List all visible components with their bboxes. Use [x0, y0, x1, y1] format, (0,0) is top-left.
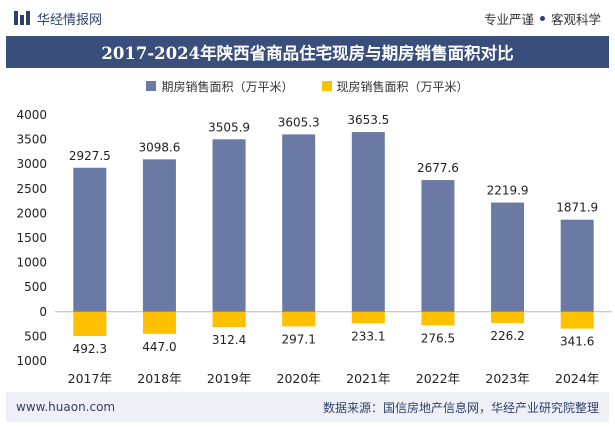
- y-tick-label: 2000: [16, 206, 47, 220]
- legend-item-presale[interactable]: 期房销售面积（万平米）: [146, 76, 294, 96]
- top-bar: 华经情报网 专业严谨 客观科学: [0, 0, 615, 36]
- y-tick-label: 3000: [16, 157, 47, 171]
- data-label-presale: 2927.5: [69, 149, 111, 163]
- slogan-left: 专业严谨: [483, 11, 534, 27]
- x-tick-label: 2020年: [277, 371, 321, 386]
- data-label-existing: 297.1: [282, 332, 316, 346]
- data-label-existing: 492.3: [73, 342, 107, 356]
- y-tick-label: 500: [24, 280, 47, 294]
- y-tick-label: 4000: [16, 108, 47, 122]
- data-label-presale: 1871.9: [556, 201, 598, 215]
- legend-label-existing: 现房销售面积（万平米）: [336, 79, 469, 94]
- bar-presale: [351, 132, 385, 312]
- data-label-presale: 3653.5: [347, 113, 389, 127]
- slogan-right: 客观科学: [550, 11, 601, 27]
- y-tick-label: 2500: [16, 182, 47, 196]
- legend-swatch-existing: [321, 81, 332, 91]
- bar-existing: [351, 311, 385, 324]
- y-tick-label: 500: [24, 329, 47, 343]
- bar-existing: [212, 311, 246, 328]
- y-tick-label: 0: [39, 305, 47, 319]
- bar-presale: [142, 159, 176, 312]
- bar-existing: [560, 311, 594, 329]
- bar-presale: [282, 134, 316, 312]
- x-tick-label: 2022年: [416, 371, 460, 386]
- footer-source: 数据来源：国信房地产信息网，华经产业研究院整理: [322, 400, 599, 415]
- brand-logo-icon: [14, 11, 30, 25]
- x-tick-label: 2023年: [485, 371, 529, 386]
- legend-swatch-presale: [146, 81, 157, 91]
- data-label-presale: 3098.6: [138, 140, 180, 154]
- data-label-presale: 3605.3: [278, 115, 320, 129]
- data-label-existing: 226.2: [490, 329, 524, 343]
- x-tick-label: 2019年: [207, 371, 251, 386]
- x-tick-label: 2021年: [346, 371, 390, 386]
- bar-presale: [491, 202, 525, 312]
- bar-presale: [421, 180, 455, 312]
- footer: www.huaon.com 数据来源：国信房地产信息网，华经产业研究院整理: [6, 392, 609, 422]
- chart-legend: 期房销售面积（万平米） 现房销售面积（万平米）: [0, 76, 615, 96]
- bar-presale: [560, 219, 594, 312]
- y-tick-label: 1000: [16, 354, 47, 368]
- y-tick-label: 1500: [16, 231, 47, 245]
- bar-existing: [142, 311, 176, 334]
- separator-dot-icon: [539, 15, 545, 21]
- data-label-existing: 312.4: [212, 333, 246, 347]
- bar-existing: [421, 311, 455, 326]
- chart-title: 2017-2024年陕西省商品住宅现房与期房销售面积对比: [6, 36, 609, 68]
- x-tick-label: 2017年: [68, 371, 112, 386]
- data-label-existing: 233.1: [351, 329, 385, 343]
- y-tick-label: 1000: [16, 256, 47, 270]
- x-tick-label: 2018年: [137, 371, 181, 386]
- bar-presale: [73, 167, 107, 312]
- legend-label-presale: 期房销售面积（万平米）: [161, 79, 294, 94]
- data-label-presale: 2677.6: [417, 161, 459, 175]
- slogan: 专业严谨 客观科学: [484, 9, 601, 28]
- bar-presale: [212, 139, 246, 312]
- footer-website[interactable]: www.huaon.com: [16, 400, 116, 414]
- x-tick-label: 2024年: [555, 371, 599, 386]
- y-tick-label: 3500: [16, 133, 47, 147]
- bar-existing: [282, 311, 316, 327]
- bar-existing: [73, 311, 107, 337]
- data-label-existing: 447.0: [142, 340, 176, 354]
- data-label-existing: 276.5: [421, 331, 455, 345]
- bar-existing: [491, 311, 525, 323]
- data-label-presale: 3505.9: [208, 120, 250, 134]
- data-label-existing: 341.6: [560, 335, 594, 349]
- legend-item-existing[interactable]: 现房销售面积（万平米）: [321, 76, 469, 96]
- brand[interactable]: 华经情报网: [14, 9, 102, 28]
- brand-name: 华经情报网: [37, 12, 103, 28]
- data-label-presale: 2219.9: [487, 184, 529, 198]
